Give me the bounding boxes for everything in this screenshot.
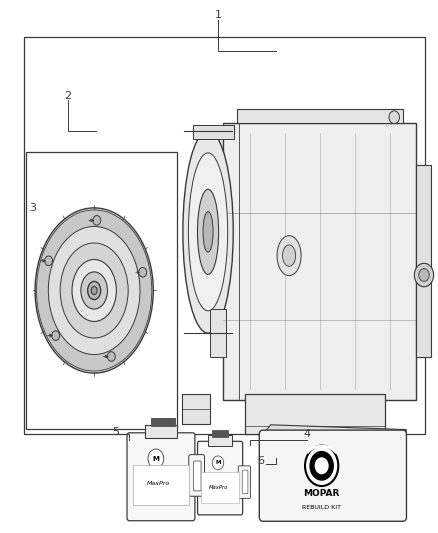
Ellipse shape: [198, 189, 219, 274]
Text: 1: 1: [215, 10, 222, 20]
Circle shape: [93, 215, 101, 225]
Bar: [223, 123, 416, 400]
Text: M: M: [215, 461, 221, 465]
Bar: [145, 425, 177, 438]
Ellipse shape: [81, 272, 107, 309]
Ellipse shape: [88, 281, 101, 300]
Bar: [416, 165, 431, 357]
Bar: [26, 152, 177, 429]
Text: 6: 6: [257, 456, 264, 466]
Bar: [182, 394, 210, 424]
Ellipse shape: [72, 260, 117, 321]
Circle shape: [212, 456, 224, 470]
Ellipse shape: [91, 286, 97, 295]
Polygon shape: [263, 425, 406, 434]
Ellipse shape: [60, 243, 128, 338]
Ellipse shape: [277, 236, 301, 276]
Bar: [210, 309, 226, 357]
Circle shape: [139, 268, 147, 277]
Bar: [193, 125, 234, 139]
FancyBboxPatch shape: [194, 461, 201, 491]
Circle shape: [309, 451, 334, 481]
Bar: [245, 394, 385, 434]
Polygon shape: [403, 430, 406, 517]
FancyBboxPatch shape: [198, 441, 243, 515]
Ellipse shape: [35, 208, 153, 373]
Text: 5: 5: [113, 427, 120, 437]
Circle shape: [414, 263, 434, 287]
FancyBboxPatch shape: [189, 455, 205, 496]
Ellipse shape: [36, 210, 152, 371]
Text: REBUILD KIT: REBUILD KIT: [302, 505, 341, 510]
Circle shape: [107, 352, 115, 361]
Ellipse shape: [283, 245, 296, 266]
Bar: [24, 37, 425, 434]
Text: M: M: [152, 456, 159, 462]
Text: 2: 2: [64, 91, 71, 101]
Text: MaxPro: MaxPro: [147, 481, 170, 486]
Text: 4: 4: [303, 430, 310, 439]
Bar: [208, 435, 232, 446]
Bar: [212, 430, 228, 437]
Ellipse shape: [48, 227, 140, 354]
Circle shape: [314, 457, 328, 474]
Ellipse shape: [188, 153, 228, 311]
Ellipse shape: [203, 212, 213, 252]
Circle shape: [52, 331, 60, 341]
FancyBboxPatch shape: [127, 433, 195, 521]
Circle shape: [45, 256, 53, 265]
FancyBboxPatch shape: [259, 430, 406, 521]
Text: MOPAR: MOPAR: [304, 489, 340, 498]
Bar: [201, 472, 239, 503]
FancyBboxPatch shape: [242, 470, 248, 494]
Ellipse shape: [183, 131, 233, 333]
Circle shape: [389, 111, 399, 124]
Bar: [151, 418, 175, 426]
Text: MaxPro: MaxPro: [209, 484, 229, 490]
Bar: [208, 131, 241, 333]
Bar: [237, 109, 403, 123]
Bar: [133, 465, 189, 505]
Circle shape: [419, 269, 429, 281]
Circle shape: [305, 446, 338, 486]
Text: 3: 3: [29, 203, 36, 213]
Circle shape: [148, 449, 164, 468]
FancyBboxPatch shape: [238, 466, 251, 498]
